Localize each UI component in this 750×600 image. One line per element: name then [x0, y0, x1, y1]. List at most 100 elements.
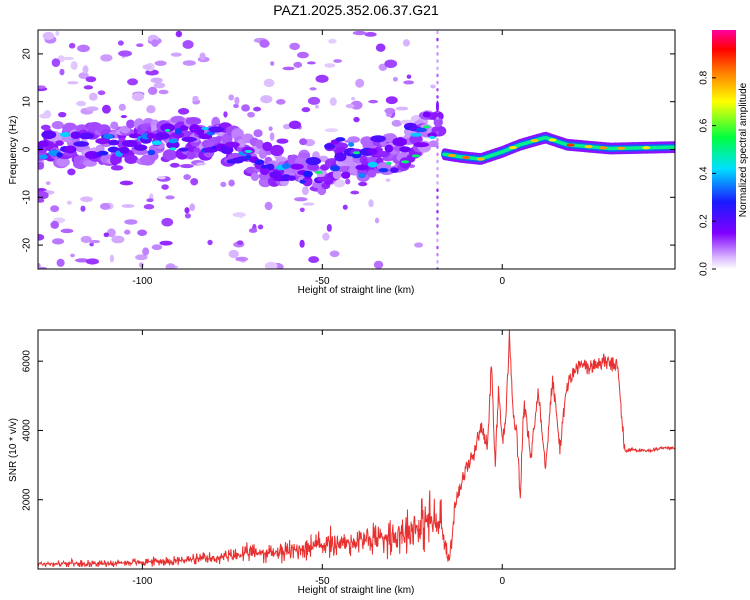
spectrogram-blob — [83, 85, 94, 90]
spectrogram-blob — [436, 173, 439, 178]
spectrogram-blob — [288, 120, 302, 130]
spectrogram-blob — [378, 168, 389, 173]
colorbar: 0.0 0.2 0.4 0.6 0.8 Normalized spectral ampl… — [699, 30, 749, 276]
spectrogram-blob — [509, 145, 518, 150]
spectrogram-blob — [185, 116, 202, 126]
spectrogram-blob — [99, 202, 111, 210]
spectrogram-blob — [253, 106, 262, 112]
spectrogram-blob — [124, 229, 131, 235]
spectrogram-blob — [352, 151, 361, 155]
spectrogram-x-tick-label: -100 — [132, 276, 152, 287]
spectrogram-blob — [399, 146, 411, 153]
spectrogram-blob — [241, 104, 250, 112]
spectrogram-blob — [124, 219, 138, 225]
spectrogram-blob — [110, 165, 124, 171]
spectrogram-blob — [80, 205, 86, 212]
spectrogram-blob — [409, 134, 423, 145]
snr-x-tick-label: 0 — [499, 576, 505, 587]
spectrogram-blob — [179, 125, 188, 131]
spectrogram-blob — [245, 166, 258, 174]
snr-panel: -100 -50 0 2000 4000 6000 Height of straight… — [8, 329, 676, 596]
spectrogram-blob — [192, 95, 199, 102]
spectrogram-blob — [82, 65, 89, 74]
spectrogram-blob — [389, 167, 399, 174]
spectrogram-blob — [228, 179, 235, 187]
spectrogram-blob — [64, 145, 77, 154]
spectrogram-blob — [78, 132, 95, 140]
spectrogram-blob — [301, 107, 311, 113]
spectrogram-blob — [373, 260, 384, 269]
spectrogram-x-ticks: -100 -50 0 — [132, 30, 505, 287]
spectrogram-blob — [413, 142, 430, 148]
spectrogram-blob — [118, 50, 133, 57]
spectrogram-blob — [165, 263, 176, 269]
spectrogram-blob — [298, 152, 311, 159]
spectrogram-blob — [436, 87, 439, 92]
spectrogram-blob — [406, 74, 412, 79]
spectrogram-blob — [476, 157, 485, 161]
spectrogram-blob — [168, 138, 178, 144]
spectrogram-blob — [38, 233, 45, 241]
colorbar-tick-label: 0.2 — [699, 214, 710, 228]
spectrogram-blob — [436, 224, 439, 228]
spectrogram-blob — [352, 30, 367, 36]
spectrogram-blob — [244, 149, 253, 153]
spectrogram-blob — [97, 150, 109, 156]
spectrogram-blob — [161, 217, 174, 227]
spectrogram-blob — [436, 181, 439, 185]
spectrogram-blob — [162, 149, 178, 161]
spectrogram-blob — [436, 44, 439, 49]
spectrogram-blob — [52, 238, 65, 245]
spectrogram-blob — [67, 168, 76, 176]
spectrogram-blob — [160, 123, 175, 133]
spectrogram-blob — [151, 244, 163, 251]
spectrogram-blob — [117, 40, 124, 46]
spectrogram-blob — [289, 42, 300, 51]
spectrogram-blob — [73, 141, 90, 147]
spectrogram-blob — [120, 114, 128, 119]
spectrogram-blob — [430, 84, 436, 89]
spectrogram-x-tick-label: 0 — [499, 276, 505, 287]
spectrogram-blob — [236, 240, 244, 245]
spectrogram-blob — [436, 80, 439, 85]
spectrogram-blob — [276, 138, 289, 144]
spectrogram-blob — [293, 61, 303, 68]
spectrogram-blob — [80, 196, 93, 203]
spectrogram-blob — [436, 195, 439, 200]
spectrogram-blob — [45, 181, 51, 186]
spectrogram-blob — [80, 235, 92, 244]
spectrogram-blob — [77, 44, 90, 53]
spectrogram-blob — [307, 96, 321, 105]
spectrogram-blob — [358, 172, 366, 179]
spectrogram-blob — [184, 207, 190, 214]
spectrogram-blob — [102, 104, 111, 114]
spectrogram-blob — [259, 39, 270, 48]
spectrogram-blob — [119, 180, 134, 186]
spectrogram-blob — [358, 181, 368, 187]
spectrogram-blob — [436, 166, 439, 171]
spectrogram-blob — [617, 146, 626, 150]
spectrogram-blob — [255, 139, 264, 150]
spectrogram-x-tick-label: -50 — [315, 276, 330, 287]
spectrogram-blob — [324, 63, 336, 68]
spectrogram-blob — [400, 160, 410, 164]
snr-x-ticks: -100 -50 0 — [132, 330, 505, 587]
spectrogram-blob — [384, 59, 398, 69]
spectrogram-blob — [364, 31, 377, 37]
spectrogram-blob — [671, 145, 675, 149]
spectrogram-blob — [147, 149, 156, 156]
spectrogram-blob — [436, 59, 439, 63]
spectrogram-blob — [268, 126, 273, 132]
spectrogram-blob — [103, 133, 114, 139]
spectrogram-blob — [66, 200, 72, 205]
spectrogram-blob — [97, 90, 106, 96]
spectrogram-blob — [392, 137, 408, 147]
spectrogram-blob — [220, 181, 227, 188]
spectrogram-blob — [181, 136, 197, 142]
spectrogram-blob — [50, 220, 60, 229]
spectrogram-blob — [59, 68, 65, 76]
spectrogram-blob — [353, 116, 360, 123]
spectrogram-blob — [186, 149, 196, 160]
spectrogram-y-axis-label: Frequency (Hz) — [8, 116, 19, 185]
